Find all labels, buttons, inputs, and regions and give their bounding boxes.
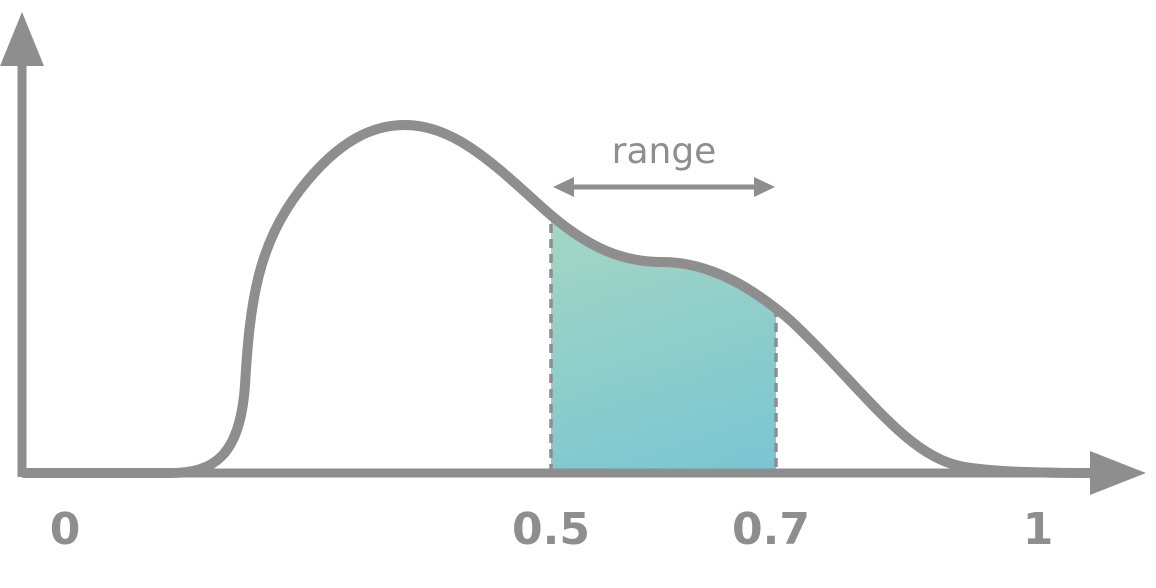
range-arrow-left-icon bbox=[553, 177, 574, 197]
highlighted-range-area bbox=[551, 215, 776, 470]
y-axis-arrowhead-icon bbox=[0, 12, 44, 66]
distribution-curve bbox=[19, 120, 1100, 478]
tick-label-0: 0 bbox=[50, 504, 81, 555]
tick-label-1: 1 bbox=[1023, 504, 1054, 555]
range-arrow-right-icon bbox=[754, 177, 775, 197]
tick-label-0-7: 0.7 bbox=[732, 504, 810, 555]
range-label: range bbox=[612, 131, 717, 172]
x-axis-arrowhead-icon bbox=[1090, 451, 1146, 495]
tick-label-0-5: 0.5 bbox=[512, 504, 590, 555]
